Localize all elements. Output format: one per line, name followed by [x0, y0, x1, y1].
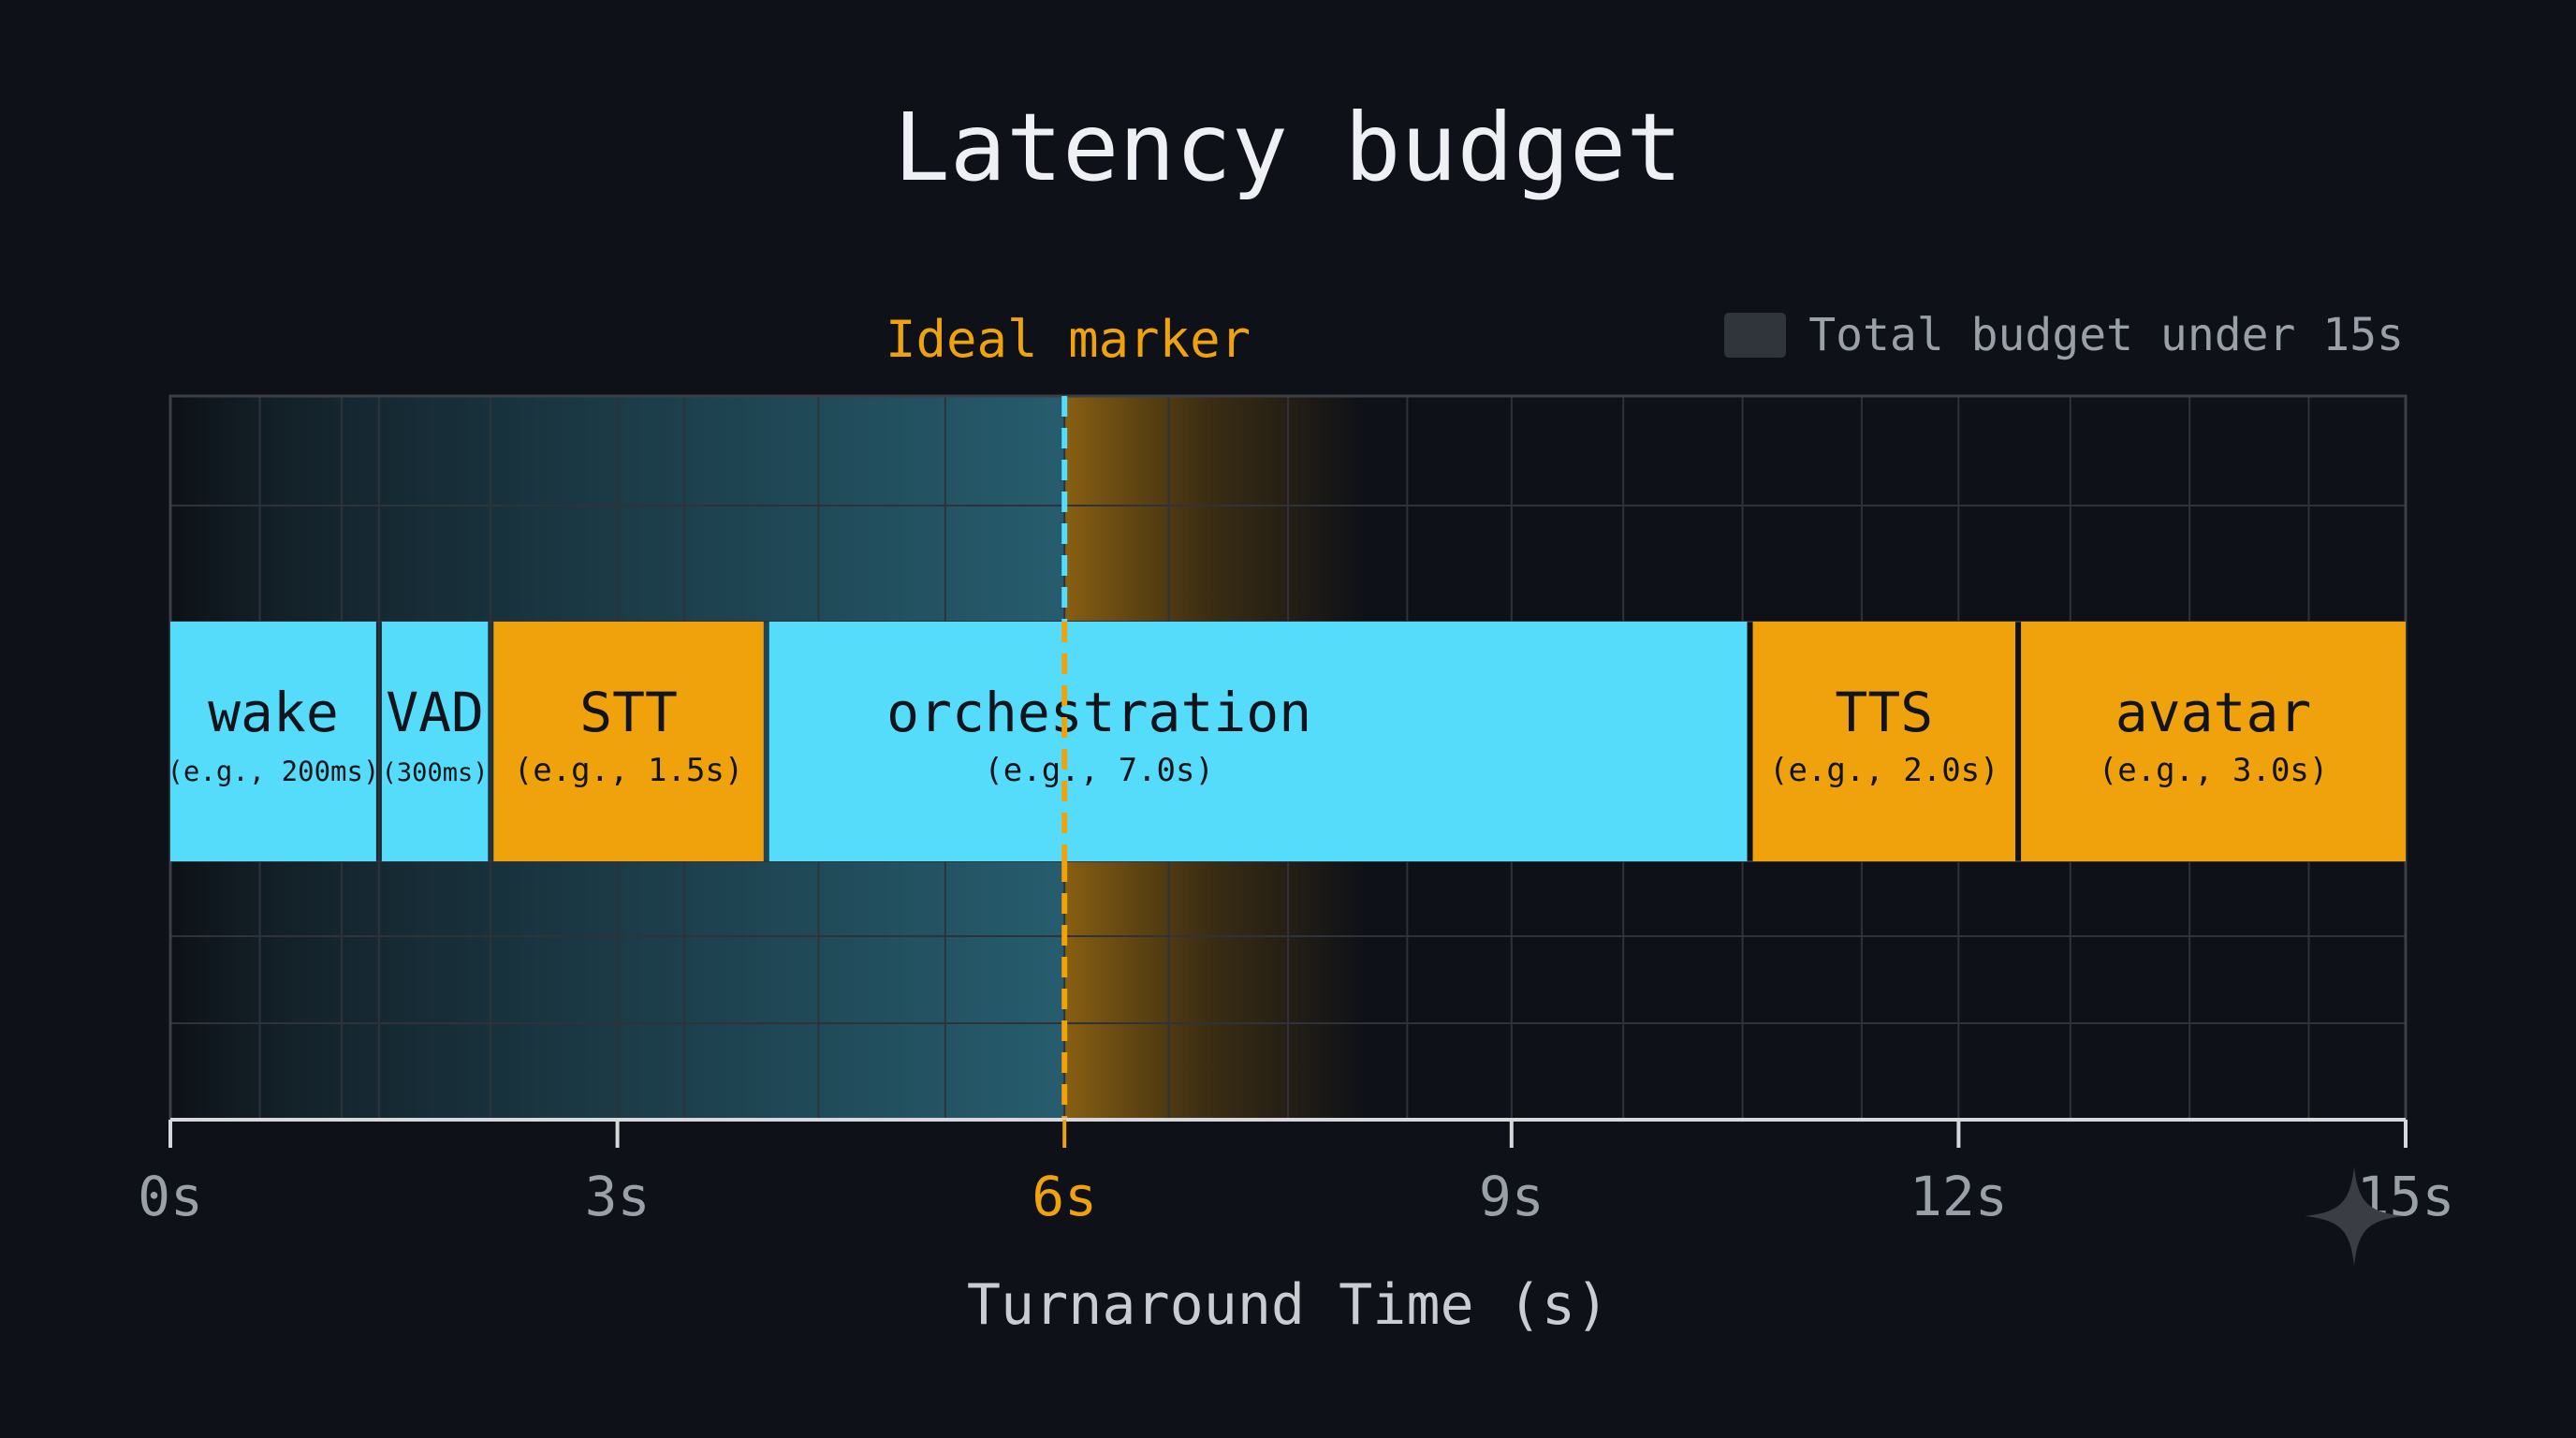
x-tick-label: 0s	[138, 1165, 203, 1228]
segment-label-stt: STT	[579, 681, 678, 744]
x-axis: 0s 3s 6s 9s 12s 15s	[138, 1118, 2454, 1228]
segment-label-wake: wake	[208, 681, 339, 744]
legend-label: Total budget under 15s	[1808, 309, 2404, 361]
x-tick-label: 12s	[1910, 1165, 2008, 1228]
segment-note-wake: (e.g., 200ms)	[167, 756, 379, 787]
segments: wake (e.g., 200ms)VAD (300ms) STT (e.g., 1.5…	[167, 622, 2406, 861]
segment-bar-stt	[493, 622, 764, 861]
segment-label-avatar: avatar	[2115, 681, 2312, 744]
segment-bar-vad	[381, 622, 489, 861]
segment-note-vad: (300ms)	[382, 758, 489, 787]
segment-label-orchestration: orchestration	[886, 681, 1311, 744]
x-tick-label: 3s	[585, 1165, 651, 1228]
chart-title: Latency budget	[893, 93, 1683, 202]
segment-label-tts: TTS	[1835, 681, 1933, 744]
x-tick-label: 9s	[1479, 1165, 1544, 1228]
segment-note-stt: (e.g., 1.5s)	[514, 752, 744, 789]
segment-bar-tts	[1752, 622, 2016, 861]
segment-note-orchestration: (e.g., 7.0s)	[984, 752, 1214, 789]
x-axis-label: Turnaround Time (s)	[966, 1272, 1610, 1338]
segment-bar-orchestration	[768, 622, 1748, 861]
segment-bar-wake	[170, 622, 376, 861]
sparkle-icon	[2305, 1167, 2404, 1266]
legend-swatch	[1724, 313, 1787, 358]
ideal-marker-label: Ideal marker	[886, 310, 1251, 369]
segment-note-tts: (e.g., 2.0s)	[1769, 752, 1999, 789]
segment-label-vad: VAD	[386, 681, 484, 744]
x-tick-label: 6s	[1032, 1165, 1097, 1228]
segment-note-avatar: (e.g., 3.0s)	[2099, 752, 2329, 789]
segment-bar-avatar	[2021, 622, 2406, 861]
legend: Total budget under 15s	[1724, 313, 2404, 358]
